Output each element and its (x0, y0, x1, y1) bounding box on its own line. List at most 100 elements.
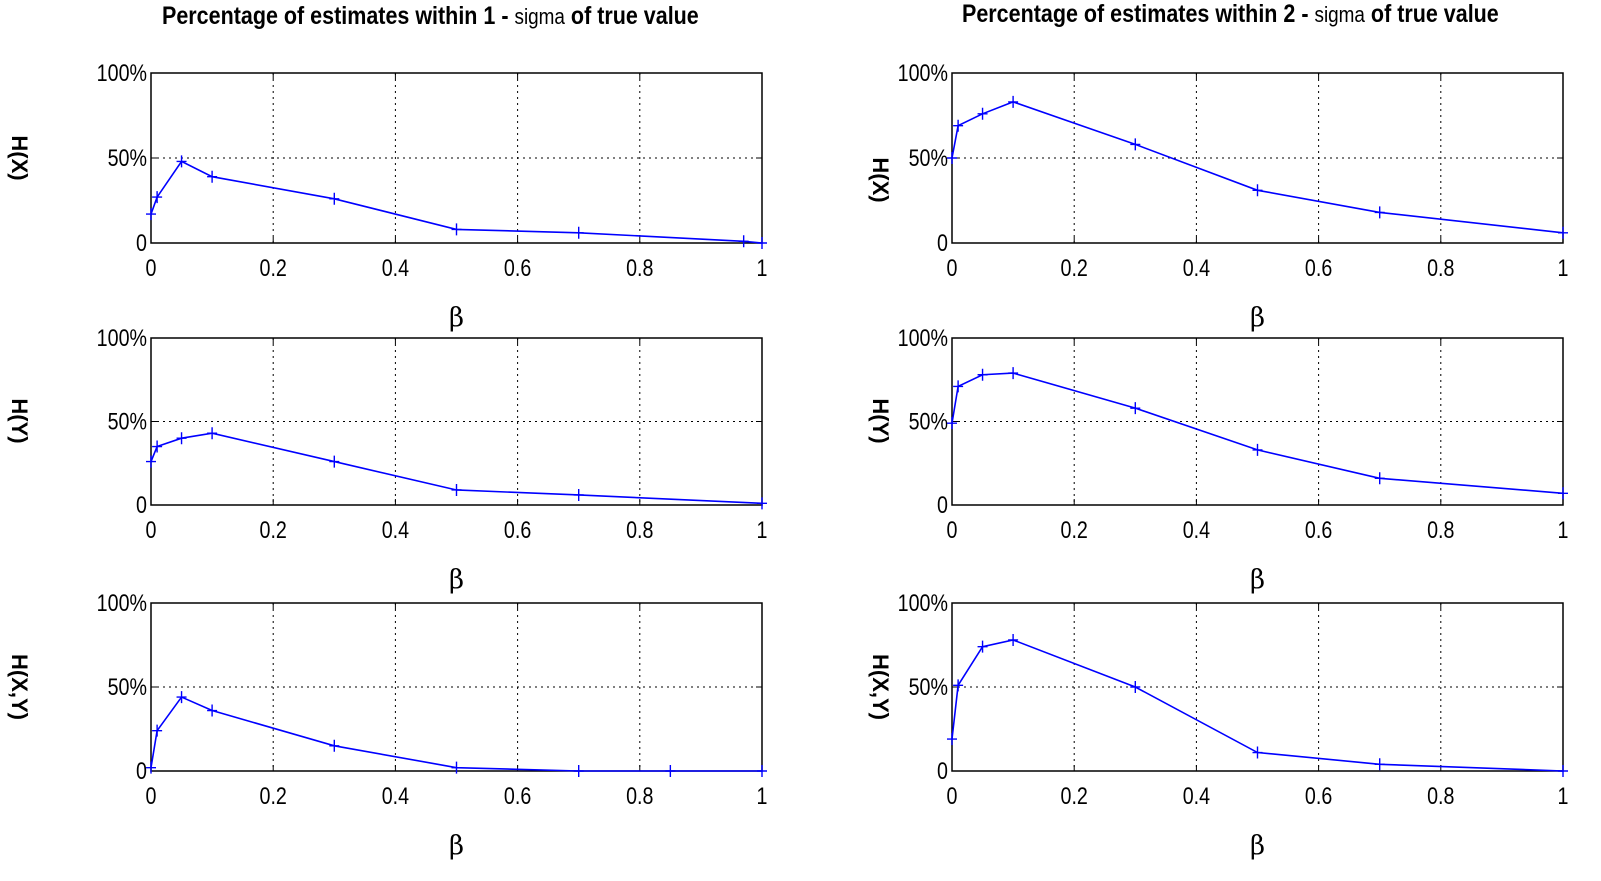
chart-3-point-2 (176, 691, 187, 704)
chart-2-point-7 (757, 497, 767, 510)
chart-3-point-0 (146, 761, 156, 774)
chart-3-series-line (150, 696, 762, 772)
chart-3-xlabel: β (449, 831, 464, 861)
chart-5-xlabel: β (1250, 565, 1265, 595)
chart-3-point-1 (152, 724, 163, 737)
chart-6-ytick-label-2: 100% (898, 589, 948, 616)
chart-3-ytick-label-0: 0 (136, 757, 147, 784)
chart-4-point-5 (1252, 184, 1263, 197)
chart-5-point-4 (1130, 402, 1141, 415)
chart-1-xtick-label-2: 0.4 (382, 254, 409, 281)
chart-1-point-1 (152, 191, 163, 204)
chart-6-xtick-label-4: 0.8 (1427, 782, 1454, 809)
chart-2-xtick-label-3: 0.6 (504, 516, 531, 543)
title-left-sigma: sigma (514, 4, 565, 29)
chart-5-point-2 (977, 368, 988, 381)
chart-4-xlabel: β (1250, 303, 1265, 333)
chart-2-point-3 (207, 427, 218, 440)
chart-6-xlabel: β (1250, 831, 1265, 861)
chart-1-xtick-label-4: 0.8 (626, 254, 653, 281)
chart-6-xtick-label-1: 0.2 (1061, 782, 1088, 809)
chart-2-point-1 (152, 440, 163, 453)
chart-1-xtick-label-1: 0.2 (260, 254, 287, 281)
chart-2-point-4 (329, 455, 340, 468)
chart-2-point-0 (146, 455, 156, 468)
chart-6-point-7 (1558, 765, 1568, 777)
chart-6-series-line (951, 639, 1564, 772)
title-right-prefix: Percentage of estimates within 2 - (962, 0, 1309, 28)
chart-3-point-5 (451, 761, 462, 774)
chart-1-point-4 (329, 192, 340, 205)
chart-1-xtick-label-3: 0.6 (504, 254, 531, 281)
chart-4-point-1 (953, 119, 964, 132)
chart-4-point-2 (977, 107, 988, 120)
chart-5-xtick-label-2: 0.4 (1183, 516, 1210, 543)
chart-1-xlabel: β (449, 303, 464, 333)
chart-1-xtick-label-5: 1 (757, 254, 768, 281)
chart-2-ytick-label-0: 0 (136, 491, 147, 518)
chart-4-point-6 (1374, 206, 1385, 219)
chart-3-point-3 (207, 704, 218, 717)
chart-3-ylabel: H(X,Y) (7, 654, 32, 720)
chart-5-xtick-label-3: 0.6 (1305, 516, 1332, 543)
chart-5-xtick-label-1: 0.2 (1061, 516, 1088, 543)
chart-1-ytick-label-2: 100% (97, 59, 147, 86)
chart-6-ytick-label-1: 50% (909, 673, 948, 700)
chart-4-point-3 (1008, 95, 1019, 108)
chart-5-ytick-label-1: 50% (909, 408, 948, 435)
chart-2-point-5 (451, 483, 462, 496)
chart-2-point-6 (573, 488, 584, 501)
chart-3-point-6 (573, 765, 584, 777)
title-right-sigma: sigma (1314, 2, 1365, 27)
chart-6-xtick-label-5: 1 (1558, 782, 1569, 809)
chart-1-point-3 (207, 170, 218, 183)
chart-5-xtick-label-0: 0 (947, 516, 958, 543)
chart-3-xtick-label-0: 0 (146, 782, 157, 809)
chart-4-xtick-label-0: 0 (947, 254, 958, 281)
chart-6-point-5 (1252, 746, 1263, 759)
chart-3-xtick-label-1: 0.2 (260, 782, 287, 809)
chart-6-point-2 (977, 640, 988, 653)
chart-2-point-2 (176, 432, 187, 445)
chart-5-xtick-label-5: 1 (1558, 516, 1569, 543)
chart-2-xtick-label-5: 1 (757, 516, 768, 543)
chart-5-point-6 (1374, 472, 1385, 485)
chart-4-xtick-label-2: 0.4 (1183, 254, 1210, 281)
chart-5-ytick-label-2: 100% (898, 324, 948, 351)
chart-3-xtick-label-3: 0.6 (504, 782, 531, 809)
chart-2-ytick-label-2: 100% (97, 324, 147, 351)
chart-2-xtick-label-0: 0 (146, 516, 157, 543)
chart-1-point-7 (738, 235, 749, 248)
chart-5-point-3 (1008, 367, 1019, 380)
chart-4-point-4 (1130, 138, 1141, 151)
chart-4-ylabel: H(X) (868, 157, 893, 202)
chart-2-xlabel: β (449, 565, 464, 595)
chart-3-xtick-label-2: 0.4 (382, 782, 409, 809)
chart-2-xtick-label-4: 0.8 (626, 516, 653, 543)
chart-1-xtick-label-0: 0 (146, 254, 157, 281)
chart-2-ylabel: H(Y) (7, 398, 32, 443)
chart-6-point-0 (947, 733, 957, 746)
chart-6-xtick-label-3: 0.6 (1305, 782, 1332, 809)
chart-4-xtick-label-4: 0.8 (1427, 254, 1454, 281)
chart-4-ytick-label-1: 50% (909, 144, 948, 171)
title-left-prefix: Percentage of estimates within 1 - (162, 2, 509, 30)
chart-1-point-0 (146, 208, 156, 221)
chart-5-ylabel: H(Y) (868, 398, 893, 443)
chart-3-point-7 (665, 765, 676, 777)
chart-1-point-8 (757, 237, 767, 249)
chart-6-ytick-label-0: 0 (937, 757, 948, 784)
chart-3-point-8 (757, 765, 767, 777)
chart-3-xtick-label-5: 1 (757, 782, 768, 809)
chart-5-point-1 (953, 380, 964, 393)
chart-4-xtick-label-5: 1 (1558, 254, 1569, 281)
chart-2-xtick-label-1: 0.2 (260, 516, 287, 543)
chart-6-point-1 (953, 679, 964, 692)
chart-4-series-line (951, 101, 1564, 234)
chart-1-ytick-label-1: 50% (108, 144, 147, 171)
chart-6-ylabel: H(X,Y) (868, 654, 893, 720)
chart-6-point-3 (1008, 633, 1019, 646)
chart-5-ytick-label-0: 0 (937, 491, 948, 518)
column-title-right: Percentage of estimates within 2 - sigma… (962, 0, 1499, 29)
